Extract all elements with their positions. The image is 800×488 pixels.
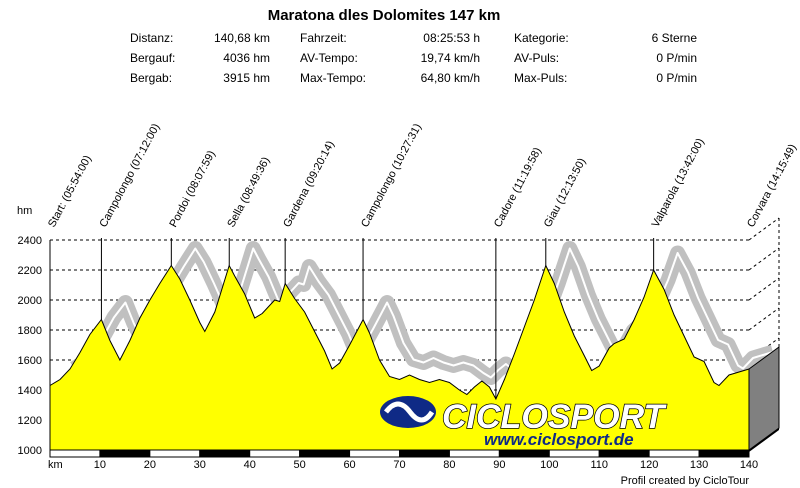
x-axis-bar-segment xyxy=(399,449,450,458)
waypoint-label: Start: (05:54:00) xyxy=(46,154,94,230)
stat-label: Distanz: xyxy=(130,31,173,45)
x-tick-label: 70 xyxy=(393,459,405,471)
y-tick-label: 2000 xyxy=(18,295,42,307)
brand-url: www.ciclosport.de xyxy=(484,430,634,449)
stat-label: Kategorie: xyxy=(514,31,569,45)
stat-value: 08:25:53 h xyxy=(423,31,480,45)
y-tick-label: 1400 xyxy=(18,385,42,397)
stat-value: 6 Sterne xyxy=(652,31,698,45)
waypoint-label: Gardena (09:20:14) xyxy=(281,139,337,229)
stat-value: 3915 hm xyxy=(223,71,270,85)
grid-line-depth xyxy=(748,277,780,301)
profile-line xyxy=(49,264,750,401)
waypoint-label: Cadore (11:19:58) xyxy=(492,146,544,230)
grid-line-depth xyxy=(748,307,780,331)
x-axis-bar-segment xyxy=(598,449,650,458)
x-tick-label: 50 xyxy=(294,459,306,471)
stat-label: Bergauf: xyxy=(130,51,175,65)
profile-fill xyxy=(50,265,749,450)
y-tick-label: 1800 xyxy=(18,325,42,337)
x-axis-bar-segment xyxy=(49,449,101,458)
logo-swoosh-icon xyxy=(384,401,435,423)
brand-name: CICLOSPORT xyxy=(442,398,668,436)
profile-area xyxy=(49,264,750,450)
stats-panel: Distanz: 140,68 km Bergauf: 4036 hm Bergab: 3… xyxy=(130,31,697,85)
grid-line-depth xyxy=(748,217,780,241)
x-axis-bar-segment xyxy=(498,449,550,458)
x-axis-bar-segment xyxy=(648,449,700,458)
y-tick-label: 1600 xyxy=(18,355,42,367)
x-axis-bar-segment xyxy=(548,449,600,458)
waypoint-label: Giau (12:13:50) xyxy=(542,156,588,229)
stat-value: 140,68 km xyxy=(214,31,270,45)
stat-value: 4036 hm xyxy=(223,51,270,65)
credit-text: Profil created by CicloTour xyxy=(621,475,750,487)
y-axis-label: hm xyxy=(17,205,32,217)
x-tick-label: 120 xyxy=(640,459,658,471)
x-axis-bar-segment xyxy=(149,449,201,458)
stat-label: AV-Puls: xyxy=(514,51,559,65)
x-tick-label: 130 xyxy=(690,459,708,471)
stat-label: AV-Tempo: xyxy=(300,51,358,65)
x-tick-label: 100 xyxy=(540,459,558,471)
grid-line-depth xyxy=(748,247,780,271)
x-tick-label: 90 xyxy=(493,459,505,471)
y-tick-label: 1200 xyxy=(18,415,42,427)
x-axis-bar-segment xyxy=(349,449,401,458)
waypoint-label: Sella (08:49:36) xyxy=(225,155,272,229)
x-axis-bar-segment xyxy=(448,449,500,458)
stat-value: 0 P/min xyxy=(656,51,697,65)
stat-label: Max-Puls: xyxy=(514,71,567,85)
y-tick-label: 2400 xyxy=(18,235,42,247)
x-tick-label: 10 xyxy=(94,459,106,471)
waypoint-label: Corvara (14:15:49) xyxy=(745,142,799,229)
x-axis-label: km xyxy=(48,459,63,471)
waypoint-label: Campolongo (07:12:00) xyxy=(97,122,162,230)
x-tick-label: 40 xyxy=(244,459,256,471)
chart-side-wall xyxy=(50,346,780,452)
waypoint-label: Campolongo (10:27:31) xyxy=(359,122,424,230)
x-tick-label: 20 xyxy=(144,459,156,471)
x-axis-bar-segment xyxy=(249,449,301,458)
x-tick-label: 30 xyxy=(194,459,206,471)
x-tick-label: 140 xyxy=(740,459,758,471)
stat-label: Bergab: xyxy=(130,71,172,85)
waypoint-label: Valparola (13:42:00) xyxy=(650,136,707,229)
axes: 1000 1200 1400 1600 1800 2000 2200 2400 10 20 30 40… xyxy=(18,235,759,471)
x-axis-bar-segment xyxy=(698,449,750,458)
stat-label: Fahrzeit: xyxy=(300,31,347,45)
x-tick-label: 80 xyxy=(443,459,455,471)
stat-value: 19,74 km/h xyxy=(421,51,480,65)
waypoint-label: Pordoi (08:07:59) xyxy=(167,149,218,230)
x-tick-label: 60 xyxy=(343,459,355,471)
x-axis-bar-segment xyxy=(199,449,251,458)
stat-label: Max-Tempo: xyxy=(300,71,366,85)
y-tick-label: 2200 xyxy=(18,265,42,277)
stat-value: 64,80 km/h xyxy=(421,71,480,85)
y-tick-label: 1000 xyxy=(18,445,42,457)
chart-title: Maratona dles Dolomites 147 km xyxy=(268,7,501,24)
stat-value: 0 P/min xyxy=(656,71,697,85)
x-axis-bar-segment xyxy=(99,449,151,458)
x-tick-label: 110 xyxy=(590,459,608,471)
x-axis-bar-segment xyxy=(299,449,351,458)
